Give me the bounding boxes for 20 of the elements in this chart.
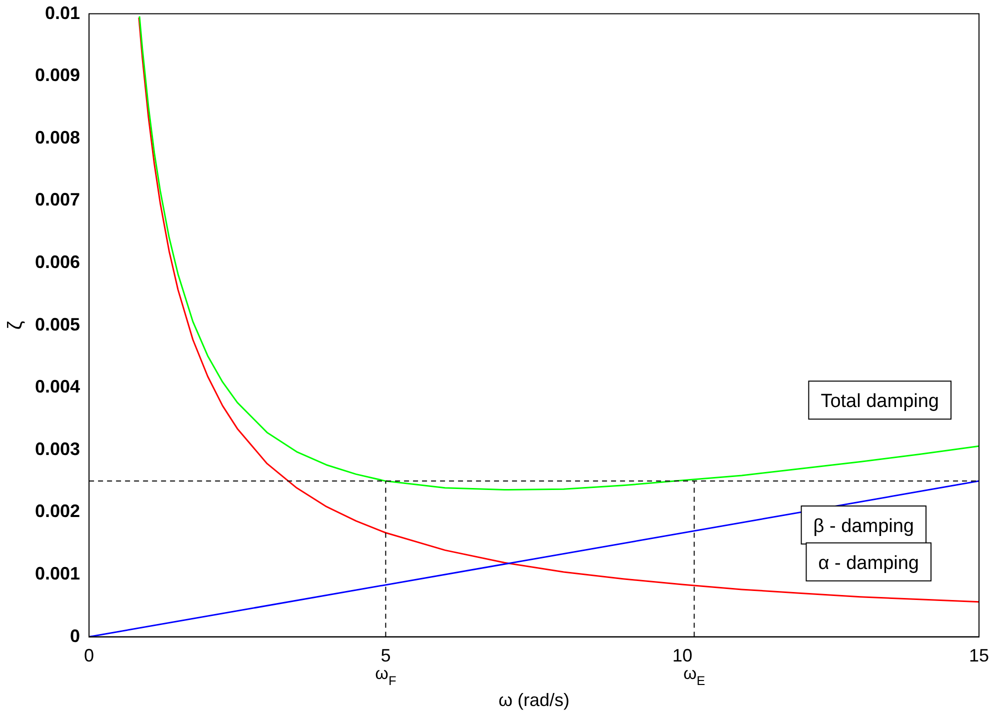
y-tick-label: 0.001 [34,563,80,584]
y-tick-label: 0.002 [34,501,80,522]
y-tick-label: 0 [70,626,80,646]
series-label: α - damping [818,552,920,574]
x-tick-label: 10 [672,646,692,666]
x-axis-title: ω (rad/s) [498,690,570,710]
y-tick-label: 0.006 [34,252,80,272]
y-axis-title: ζ [4,320,27,330]
y-tick-label: 0.008 [34,127,80,148]
series-label: β - damping [813,516,914,538]
y-tick-label: 0.01 [44,2,80,23]
y-tick-label: 0.007 [34,190,80,210]
text: Total damping [820,391,939,412]
y-tick-label: 0.009 [34,65,80,86]
x-tick-label: 0 [84,646,94,666]
y-tick-label: 0.004 [34,376,80,397]
y-tick-label: 0.005 [34,314,80,334]
x-tick-label: 5 [380,646,391,666]
x-tick-label: 15 [968,646,990,666]
y-tick-label: 0.003 [34,438,80,459]
